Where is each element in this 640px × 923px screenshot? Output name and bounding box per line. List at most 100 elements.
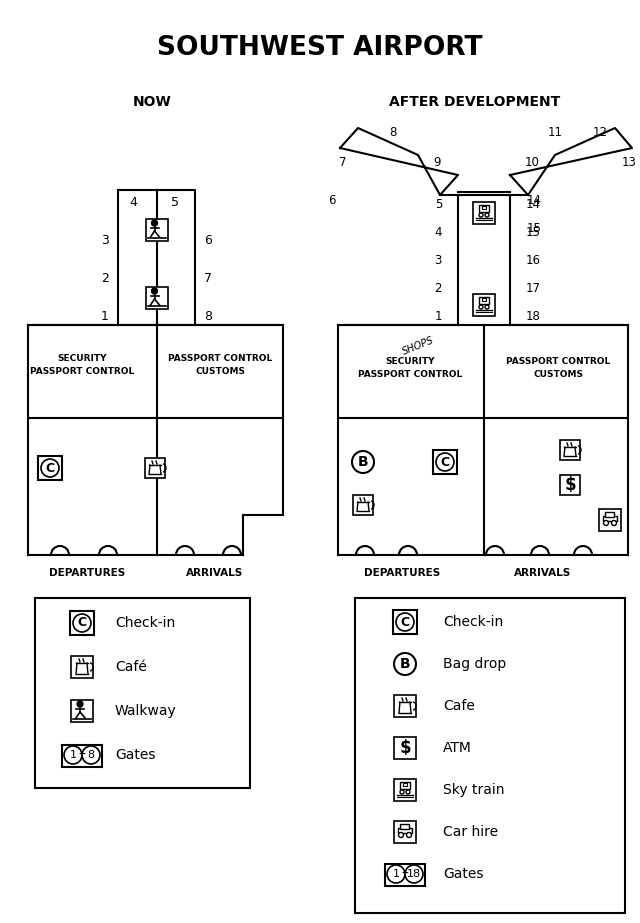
Circle shape: [152, 220, 157, 226]
Circle shape: [396, 613, 414, 631]
Text: AFTER DEVELOPMENT: AFTER DEVELOPMENT: [389, 95, 561, 109]
Bar: [560, 475, 580, 495]
Text: SECURITY
PASSPORT CONTROL: SECURITY PASSPORT CONTROL: [30, 354, 134, 376]
Text: Gates: Gates: [443, 867, 483, 881]
Text: 16: 16: [526, 255, 541, 268]
Circle shape: [387, 865, 405, 883]
Text: 18: 18: [407, 869, 421, 879]
Bar: [398, 828, 412, 833]
Bar: [394, 821, 416, 843]
Text: 1: 1: [70, 750, 77, 760]
Text: 2: 2: [435, 282, 442, 295]
FancyBboxPatch shape: [605, 512, 614, 518]
Text: 9: 9: [433, 157, 441, 170]
Text: 4: 4: [129, 196, 137, 209]
Text: 15: 15: [527, 222, 542, 234]
Bar: [394, 737, 416, 759]
Circle shape: [77, 701, 83, 707]
Text: Café: Café: [115, 660, 147, 674]
Bar: [353, 495, 373, 515]
Circle shape: [406, 790, 410, 794]
Circle shape: [479, 305, 483, 309]
Bar: [385, 864, 425, 886]
Bar: [603, 516, 617, 521]
Text: ARRIVALS: ARRIVALS: [515, 568, 572, 578]
Text: DEPARTURES: DEPARTURES: [364, 568, 440, 578]
Text: Sky train: Sky train: [443, 783, 504, 797]
Text: Bag drop: Bag drop: [443, 657, 506, 671]
Bar: [393, 610, 417, 634]
Text: 8: 8: [204, 309, 212, 322]
Bar: [145, 287, 168, 309]
Text: 1: 1: [392, 869, 399, 879]
Text: SECURITY
PASSPORT CONTROL: SECURITY PASSPORT CONTROL: [358, 357, 462, 378]
Circle shape: [73, 614, 91, 632]
Text: 18: 18: [526, 310, 541, 323]
Text: $: $: [564, 476, 576, 494]
Bar: [482, 298, 486, 301]
Text: ARRIVALS: ARRIVALS: [186, 568, 244, 578]
Text: 1: 1: [101, 309, 109, 322]
Text: Check-in: Check-in: [115, 616, 175, 630]
Text: Check-in: Check-in: [443, 615, 503, 629]
Text: 4: 4: [435, 226, 442, 239]
Bar: [479, 297, 489, 304]
Circle shape: [64, 746, 82, 764]
Text: NOW: NOW: [132, 95, 172, 109]
Text: C: C: [401, 616, 410, 629]
Bar: [71, 656, 93, 678]
Bar: [70, 611, 94, 635]
Text: 14: 14: [527, 194, 542, 207]
Text: 11: 11: [547, 126, 563, 139]
Text: C: C: [45, 462, 54, 474]
Text: 6: 6: [204, 234, 212, 246]
Text: 14: 14: [526, 198, 541, 211]
Text: Car hire: Car hire: [443, 825, 498, 839]
Text: C: C: [440, 455, 449, 469]
Text: ATM: ATM: [443, 741, 472, 755]
Text: SHOPS: SHOPS: [401, 335, 435, 357]
Bar: [599, 509, 621, 531]
Text: 6: 6: [328, 194, 336, 207]
Circle shape: [399, 833, 403, 837]
Text: 1: 1: [435, 310, 442, 323]
Bar: [145, 458, 165, 478]
Circle shape: [152, 288, 157, 294]
Text: Gates: Gates: [115, 748, 156, 762]
Circle shape: [479, 213, 483, 217]
Circle shape: [485, 305, 489, 309]
Bar: [355, 598, 625, 913]
Text: 13: 13: [621, 155, 636, 169]
Bar: [560, 440, 580, 460]
Bar: [35, 598, 250, 788]
Text: Cafe: Cafe: [443, 699, 475, 713]
Text: DEPARTURES: DEPARTURES: [49, 568, 125, 578]
Bar: [433, 450, 457, 474]
Text: 10: 10: [525, 157, 540, 170]
Circle shape: [604, 521, 609, 525]
Circle shape: [406, 833, 412, 837]
Bar: [473, 294, 495, 316]
Text: 12: 12: [593, 126, 607, 139]
Text: 15: 15: [526, 226, 541, 239]
Text: –: –: [79, 748, 85, 762]
Bar: [479, 205, 489, 212]
Text: PASSPORT CONTROL
CUSTOMS: PASSPORT CONTROL CUSTOMS: [506, 357, 610, 378]
Bar: [145, 219, 168, 241]
Text: C: C: [77, 617, 86, 629]
Text: $: $: [399, 739, 411, 757]
Bar: [403, 783, 407, 786]
Text: –: –: [401, 867, 408, 881]
Circle shape: [436, 453, 454, 471]
Text: B: B: [400, 657, 410, 671]
Text: B: B: [358, 455, 368, 469]
Bar: [71, 700, 93, 722]
Circle shape: [394, 653, 416, 675]
Bar: [62, 745, 102, 767]
Circle shape: [400, 790, 404, 794]
Bar: [473, 202, 495, 224]
Text: 8: 8: [88, 750, 95, 760]
FancyBboxPatch shape: [401, 824, 410, 830]
Circle shape: [405, 865, 423, 883]
Bar: [394, 695, 416, 717]
